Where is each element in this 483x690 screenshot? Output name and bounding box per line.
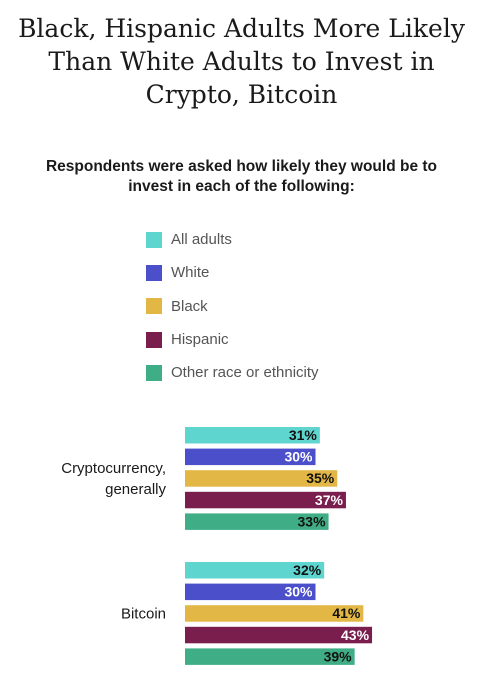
legend-swatch: [146, 331, 162, 348]
category-label: Cryptocurrency,: [61, 460, 166, 477]
bar: [185, 605, 364, 622]
legend-label: Black: [171, 297, 208, 315]
legend-label: Other race or ethnicity: [171, 364, 319, 382]
legend-label: White: [171, 264, 210, 282]
bar: [185, 513, 329, 530]
legend-item-other: Other race or ethnicity: [146, 356, 319, 389]
legend-item-black: Black: [146, 290, 319, 323]
data-label: 30%: [284, 449, 313, 465]
data-label: 30%: [284, 584, 313, 600]
data-label: 31%: [289, 427, 318, 443]
legend-label: Hispanic: [171, 331, 229, 349]
legend-item-all-adults: All adults: [146, 223, 319, 256]
legend: All adults White Black Hispanic Other ra…: [146, 223, 319, 389]
category-label: generally: [105, 481, 166, 498]
data-label: 39%: [324, 648, 353, 664]
bar: [185, 626, 373, 644]
data-label: 33%: [298, 513, 327, 529]
chart-title-line: Than White Adults to Invest in: [48, 47, 435, 76]
chart-title-line: Crypto, Bitcoin: [145, 80, 338, 109]
bar: [185, 448, 316, 466]
chart-subtitle-line: Respondents were asked how likely they w…: [45, 158, 438, 175]
legend-swatch: [146, 231, 162, 248]
bar: [185, 427, 320, 444]
category-label: Bitcoin: [121, 605, 166, 622]
chart-title: Black, Hispanic Adults More Likely Than …: [0, 12, 483, 111]
chart-subtitle: Respondents were asked how likely they w…: [0, 157, 483, 197]
chart-title-line: Black, Hispanic Adults More Likely: [18, 14, 465, 43]
legend-label: All adults: [171, 231, 232, 249]
data-label: 41%: [332, 605, 361, 621]
bar: [185, 562, 325, 579]
data-label: 43%: [341, 627, 370, 643]
bar: [185, 583, 316, 601]
bar: [185, 470, 338, 487]
legend-swatch: [146, 298, 162, 315]
legend-item-hispanic: Hispanic: [146, 323, 319, 356]
data-label: 32%: [293, 562, 322, 578]
data-label: 37%: [315, 492, 344, 508]
bar: [185, 491, 346, 509]
bar: [185, 648, 355, 665]
legend-swatch: [146, 364, 162, 381]
data-label: 35%: [306, 470, 335, 486]
legend-item-white: White: [146, 256, 319, 289]
legend-swatch: [146, 264, 162, 281]
chart-subtitle-line: invest in each of the following:: [128, 178, 355, 195]
